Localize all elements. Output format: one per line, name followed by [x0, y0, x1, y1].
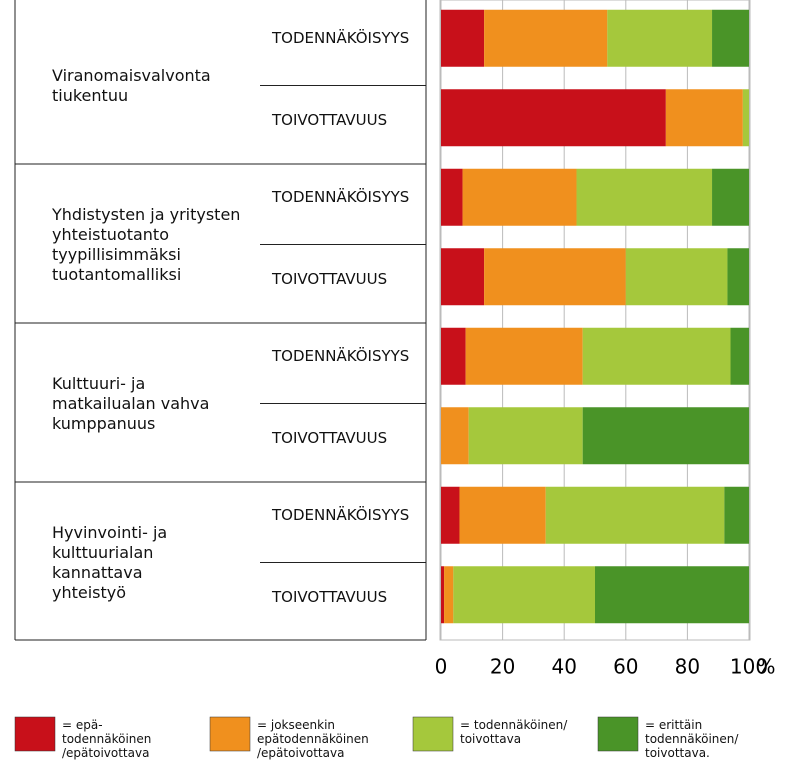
row-label: TOIVOTTAVUUS [272, 270, 388, 289]
x-axis-unit: % [756, 655, 775, 679]
bar-segment [545, 486, 725, 544]
group-label: Yhdistysten ja yritysten yhteistuotanto … [52, 204, 241, 284]
bar-segment [465, 327, 583, 385]
bar-segment [441, 168, 463, 226]
bar-segment [441, 407, 469, 465]
group-label: Viranomaisvalvonta tiukentuu [52, 65, 211, 105]
legend-label: = erittäin todennäköinen/ toivottava. [645, 718, 739, 760]
legend-swatch [14, 716, 56, 752]
row-label: TODENNÄKÖISYYS [272, 28, 410, 47]
bar-segment [484, 9, 608, 67]
bar-segment [712, 9, 749, 67]
bar-segment [484, 248, 626, 306]
x-tick-label: 100 [730, 655, 768, 679]
row-label: TOIVOTTAVUUS [272, 111, 388, 130]
x-tick-label: 40 [551, 655, 576, 679]
group-label: Hyvinvointi- ja kulttuurialan kannattava… [52, 522, 168, 602]
bar-segment [441, 486, 460, 544]
row-label: TOIVOTTAVUUS [272, 588, 388, 607]
bar-segment [595, 566, 749, 624]
bar-segment [742, 89, 749, 147]
row-label: TOIVOTTAVUUS [272, 429, 388, 448]
bar-segment [441, 89, 666, 147]
bar-segment [625, 248, 728, 306]
bar-segment [712, 168, 749, 226]
bar-segment [459, 486, 546, 544]
row-label: TODENNÄKÖISYYS [272, 187, 410, 206]
bar-segment [444, 566, 454, 624]
bar-segment [441, 9, 485, 67]
x-tick-label: 60 [613, 655, 638, 679]
bar-segment [582, 327, 731, 385]
bar-segment [665, 89, 743, 147]
bar-segment [730, 327, 749, 385]
plot-frame [439, 0, 751, 641]
bar-segment [727, 248, 749, 306]
legend-label: = todennäköinen/ toivottava [460, 718, 568, 746]
row-label: TODENNÄKÖISYYS [272, 505, 410, 524]
x-tick-label: 80 [675, 655, 700, 679]
legend-label: = jokseenkin epätodennäköinen /epätoivot… [257, 718, 369, 760]
bar-segment [582, 407, 749, 465]
bar-segment [724, 486, 749, 544]
bar-segment [576, 168, 713, 226]
legend-swatch [412, 716, 454, 752]
x-tick-label: 20 [490, 655, 515, 679]
bar-segment [441, 566, 445, 624]
group-label: Kulttuuri- ja matkailualan vahva kumppan… [52, 373, 210, 433]
row-label: TODENNÄKÖISYYS [272, 346, 410, 365]
bar-segment [468, 407, 583, 465]
x-tick-label: 0 [435, 655, 448, 679]
bar-segment [441, 248, 485, 306]
legend-label: = epä- todennäköinen /epätoivottava [62, 718, 152, 760]
bar-segment [453, 566, 595, 624]
legend-swatch [597, 716, 639, 752]
bar-segment [441, 327, 466, 385]
bar-segment [462, 168, 577, 226]
legend-swatch [209, 716, 251, 752]
bar-segment [607, 9, 713, 67]
